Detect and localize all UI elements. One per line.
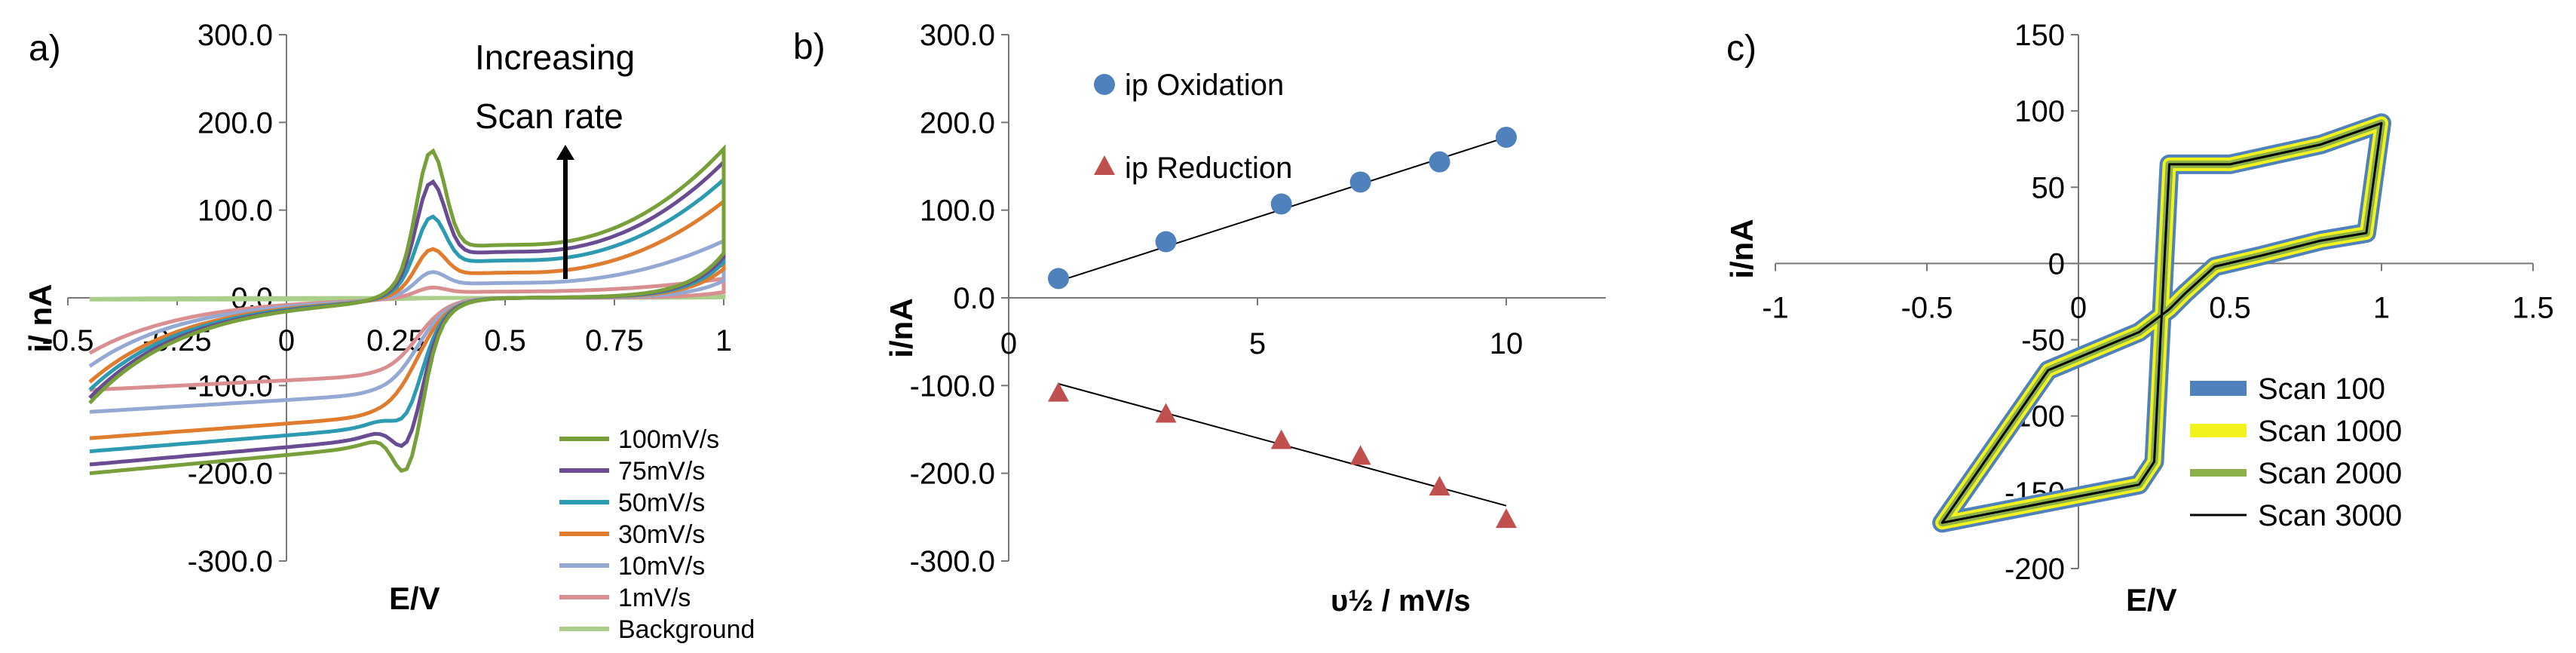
- legend-label: Scan 1000: [2258, 415, 2402, 448]
- reduction-point: [1496, 508, 1517, 529]
- panel-a-ticks: -300.0-200.0-100.00.0100.0200.0300.0-0.5…: [42, 19, 733, 578]
- panel-b-x-tick-label: 0: [1000, 327, 1017, 360]
- panel-a-label: a): [29, 29, 61, 69]
- reduction-point: [1349, 445, 1371, 465]
- panel-b-peak-current: b) -300.0 -200.0 -100.0 0.0 100.0 200.0 300.0 0…: [793, 19, 1606, 618]
- panel-c-y-tick-label: 50: [2032, 171, 2066, 204]
- legend-label: 10mV/s: [618, 552, 705, 581]
- panel-b-y-tick-label: 200.0: [920, 106, 995, 139]
- legend-label: 75mV/s: [618, 457, 705, 486]
- panel-c-y-tick-label: 100: [2014, 95, 2065, 128]
- panel-c-x-tick-label: -1: [1762, 291, 1789, 324]
- panel-b-y-tick-label: 0.0: [953, 282, 995, 315]
- panel-a-x-tick-label: 0: [278, 324, 295, 357]
- panel-b-y-tick-label: -300.0: [910, 545, 995, 578]
- legend-label: ip Oxidation: [1125, 69, 1284, 102]
- panel-a-x-label: E/V: [389, 581, 440, 616]
- annotation-line-2: Scan rate: [475, 97, 623, 136]
- panel-b-trendlines: [1058, 136, 1507, 507]
- panel-c-x-tick-label: 1.5: [2512, 291, 2554, 324]
- panel-c-curves: [1932, 113, 2391, 533]
- reduction-point: [1429, 476, 1450, 496]
- panel-c-x-label: E/V: [2126, 582, 2177, 618]
- oxidation-point: [1270, 193, 1292, 215]
- panel-a-curves: [88, 144, 726, 476]
- legend-label: 1mV/s: [618, 584, 691, 612]
- panel-c-y-tick-label: 150: [2014, 19, 2065, 52]
- oxidation-point: [1155, 231, 1177, 253]
- reduction-point: [1155, 403, 1177, 423]
- legend-label: ip Reduction: [1125, 152, 1292, 185]
- panel-c-label: c): [1726, 29, 1757, 69]
- panel-a-y-tick-label: -300.0: [188, 545, 273, 578]
- panel-a-y-tick-label: 300.0: [198, 19, 273, 52]
- panel-a-x-tick-label: 1: [715, 324, 732, 357]
- panel-b-points: [1048, 127, 1517, 529]
- panel-b-x-label: υ½ / mV/s: [1331, 584, 1471, 618]
- annotation-arrowhead: [556, 145, 574, 160]
- legend-marker-oxidation: [1094, 74, 1115, 95]
- panel-a-x-tick-label: 0.75: [585, 324, 644, 357]
- legend-label: 100mV/s: [618, 425, 719, 454]
- oxidation-point: [1349, 171, 1371, 193]
- panel-a-y-label: i/ nA: [23, 284, 58, 353]
- legend-label: Background: [618, 615, 755, 644]
- panel-c-y-tick-label: -200: [2005, 553, 2065, 586]
- panel-b-ticks: -300.0 -200.0 -100.0 0.0 100.0 200.0 300.0 0 5 10: [910, 19, 1524, 578]
- panel-a-y-tick-label: 100.0: [198, 195, 273, 228]
- panel-b-y-tick-label: -100.0: [910, 369, 995, 403]
- panel-b-x-tick-label: 5: [1249, 327, 1266, 360]
- panel-c-x-tick-label: -0.5: [1901, 291, 1953, 324]
- panel-a-legend: 100mV/s 75mV/s 50mV/s 30mV/s 10mV/s 1mV/s Back…: [559, 425, 755, 644]
- reduction-point: [1048, 382, 1069, 402]
- scan-curve-scan-3000: [1940, 121, 2383, 524]
- panel-c-x-tick-label: 0: [2070, 291, 2087, 324]
- panel-b-legend: ip Oxidation ip Reduction: [1094, 69, 1292, 185]
- panel-a-annotation: Increasing Scan rate: [475, 38, 635, 279]
- series-75mv-s-curve: [88, 157, 726, 467]
- panel-c-y-tick-label: 0: [2048, 247, 2065, 281]
- panel-a-x-tick-label: -0.5: [42, 324, 94, 357]
- oxidation-point: [1429, 151, 1450, 173]
- legend-label: Scan 3000: [2258, 499, 2402, 532]
- oxidation-point: [1048, 268, 1069, 290]
- panel-c-legend: Scan 100 Scan 1000 Scan 2000 Scan 3000: [2190, 372, 2402, 532]
- legend-label: 50mV/s: [618, 489, 705, 517]
- panel-b-y-tick-label: 300.0: [920, 19, 995, 52]
- panel-b-y-tick-label: -200.0: [910, 458, 995, 491]
- panel-b-label: b): [793, 27, 825, 67]
- annotation-line-1: Increasing: [475, 38, 635, 77]
- series-background-curve: [89, 294, 726, 302]
- panel-b-y-label: i/nA: [884, 298, 919, 357]
- reduction-point: [1270, 429, 1292, 449]
- oxidation-point: [1496, 127, 1517, 149]
- panel-a-x-tick-label: 0.5: [484, 324, 526, 357]
- panel-c-x-tick-label: 0.5: [2209, 291, 2251, 324]
- panel-b-x-tick-label: 10: [1490, 327, 1524, 360]
- panel-a-y-tick-label: 200.0: [198, 106, 273, 139]
- panel-c-y-tick-label: -50: [2021, 324, 2065, 357]
- panel-a-cyclic-voltammetry: a) -300.0-200.0-100.00.0100.0200.0300.0-…: [23, 19, 755, 644]
- legend-label: 30mV/s: [618, 520, 705, 549]
- legend-marker-reduction: [1094, 155, 1115, 175]
- series-100mv-s-curve: [88, 144, 726, 476]
- panel-c-x-tick-label: 1: [2373, 291, 2390, 324]
- panel-c-y-label: i/nA: [1724, 219, 1760, 278]
- legend-label: Scan 2000: [2258, 457, 2402, 490]
- panel-b-y-tick-label: 100.0: [920, 195, 995, 228]
- legend-label: Scan 100: [2258, 372, 2385, 406]
